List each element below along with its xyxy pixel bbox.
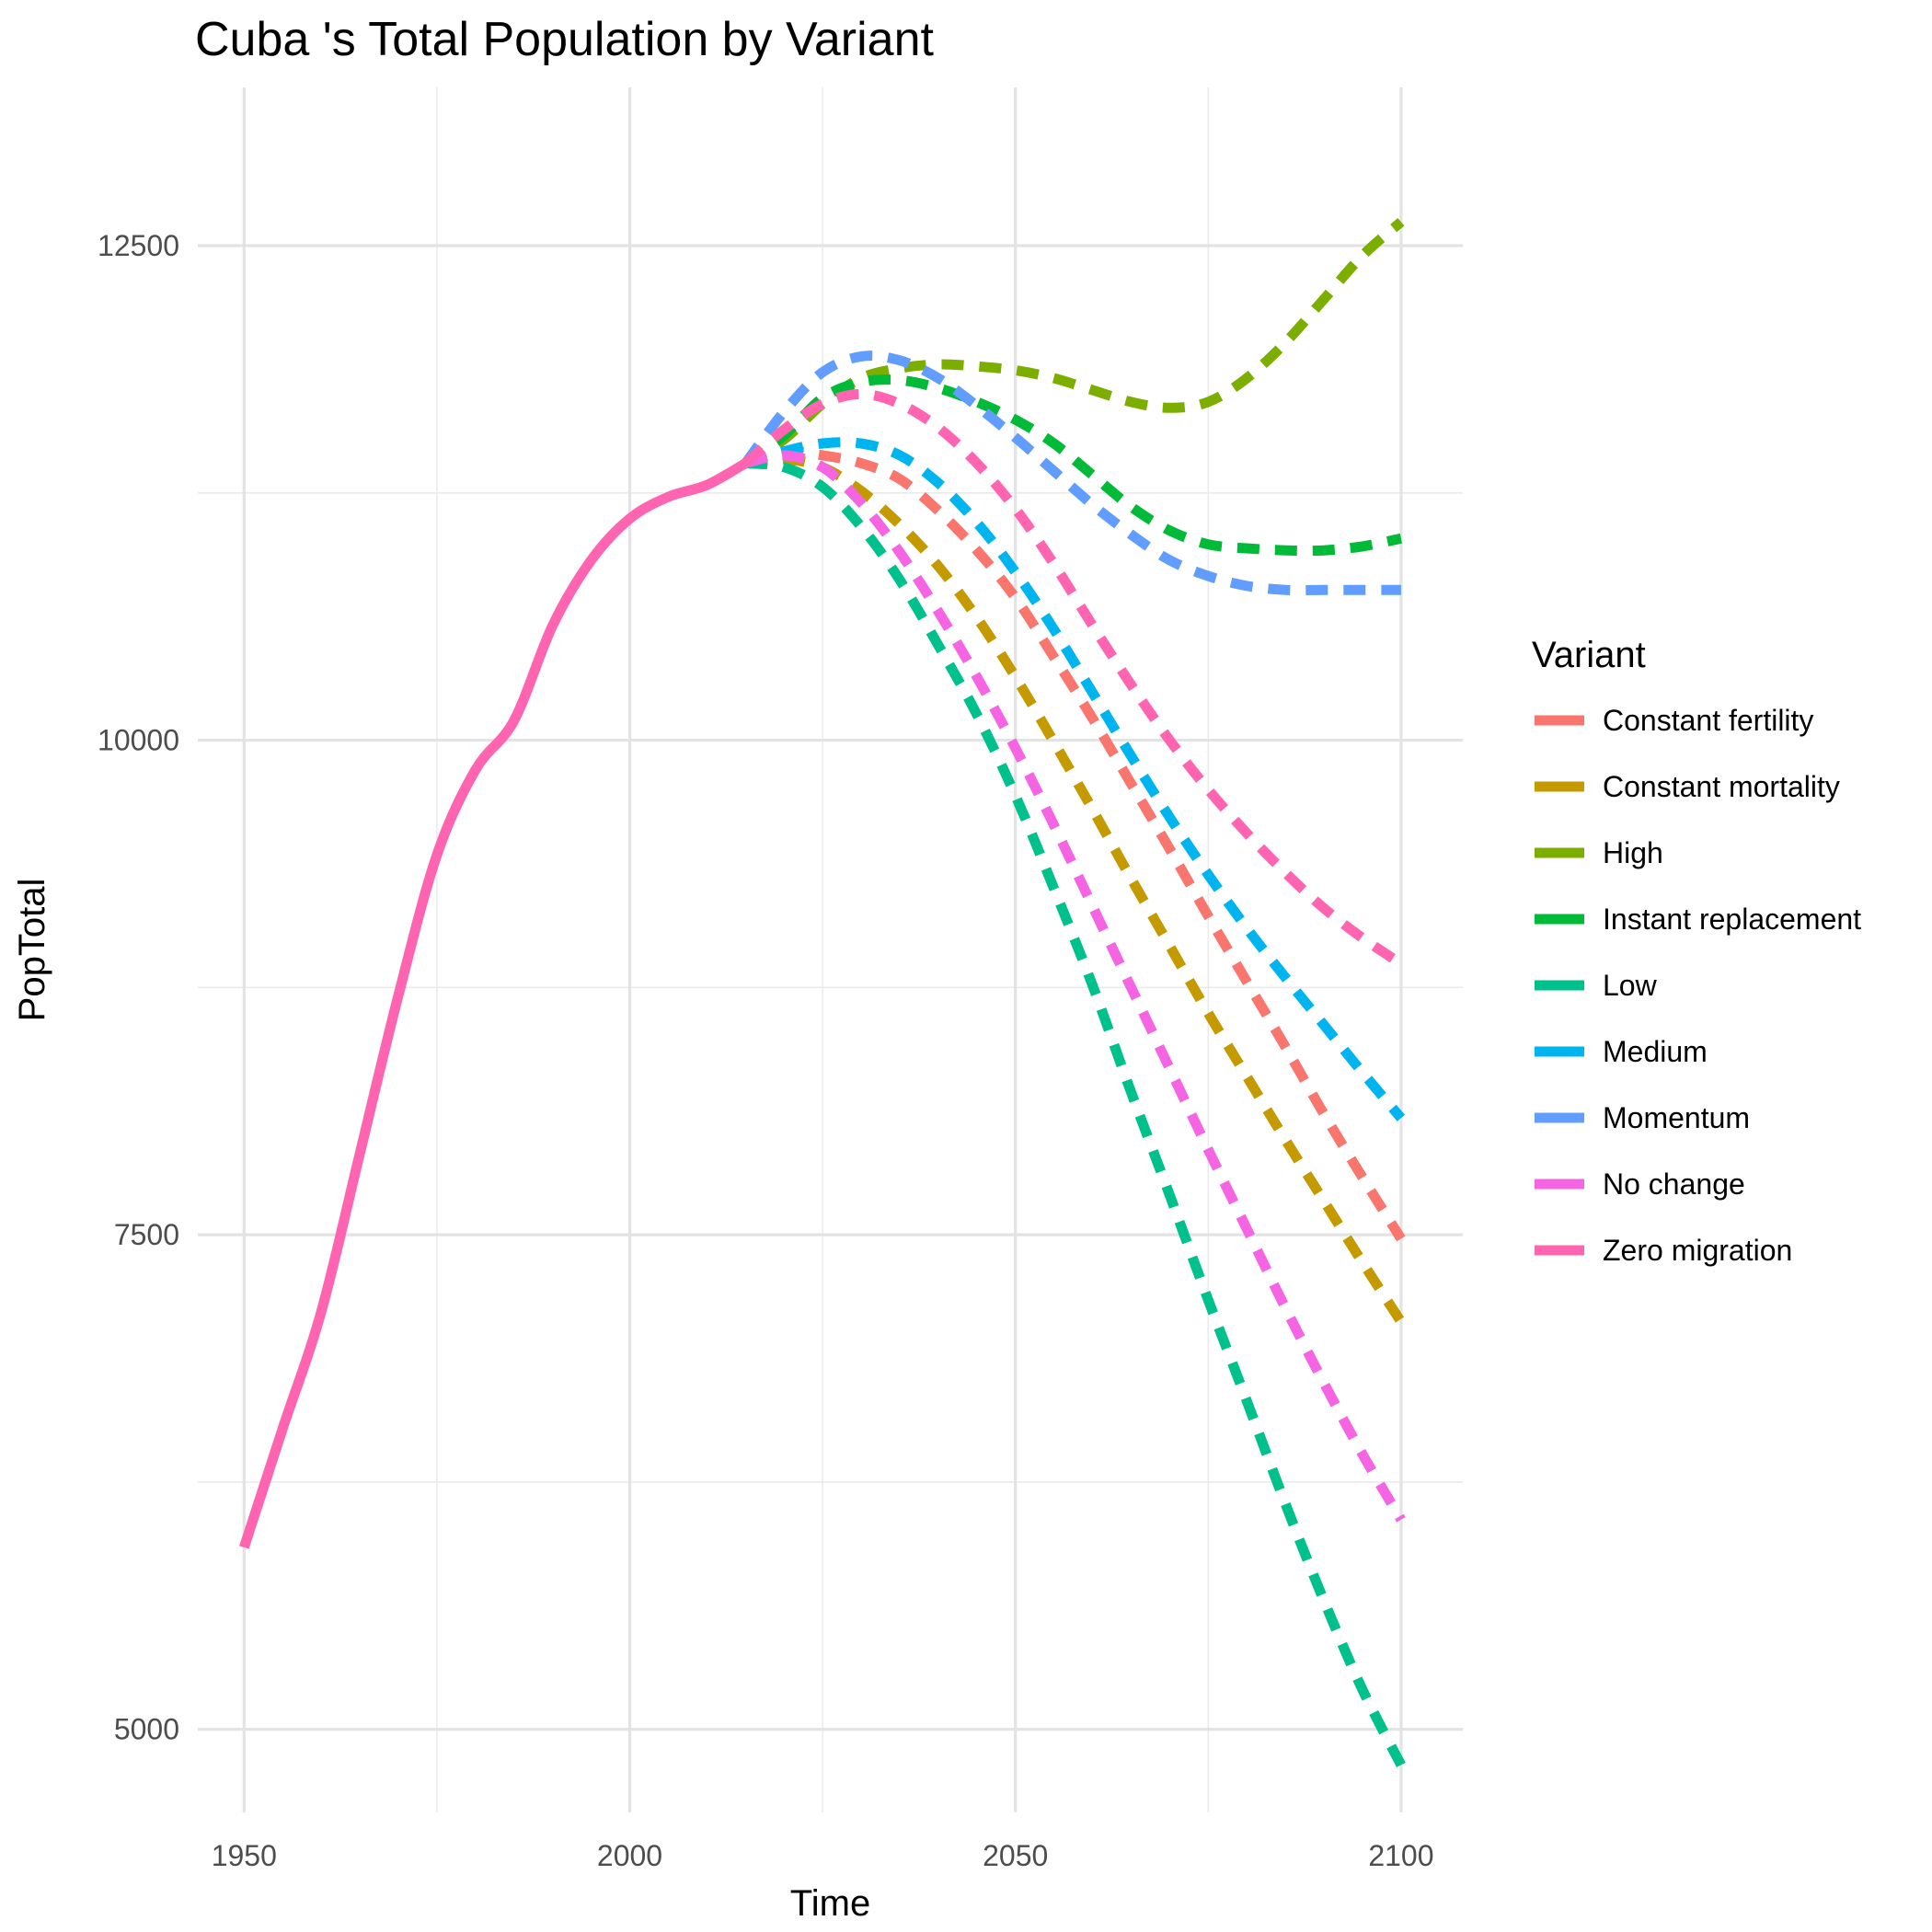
legend-items: Constant fertility Constant mortality High… — [1535, 704, 1861, 1267]
legend-item-high: High — [1535, 836, 1663, 869]
series-line-no-change — [743, 450, 1406, 1523]
legend-item-low: Low — [1535, 969, 1658, 1002]
series-layer — [239, 218, 1406, 1767]
y-tick-label: 7500 — [114, 1218, 179, 1251]
legend-label-zero-migration: Zero migration — [1603, 1234, 1792, 1267]
legend-title: Variant — [1532, 635, 1646, 675]
legend-label-instant-replacement: Instant replacement — [1603, 903, 1861, 936]
legend-item-constant-mortality: Constant mortality — [1535, 770, 1840, 803]
legend-item-instant-replacement: Instant replacement — [1535, 903, 1861, 936]
x-tick-label: 1950 — [212, 1839, 277, 1872]
legend-label-medium: Medium — [1603, 1035, 1708, 1068]
y-axis-ticks: 5000 7500 10000 12500 — [98, 229, 179, 1746]
x-axis-ticks: 1950 2000 2050 2100 — [212, 1839, 1434, 1872]
legend-label-high: High — [1603, 836, 1663, 869]
series-line-instant-replacement — [742, 374, 1403, 557]
series-line-history — [239, 458, 749, 1549]
legend-item-no-change: No change — [1535, 1167, 1745, 1201]
legend-item-zero-migration: Zero migration — [1535, 1234, 1792, 1267]
series-line-medium — [743, 437, 1406, 1121]
series-line-high — [742, 218, 1405, 468]
legend-label-momentum: Momentum — [1603, 1101, 1750, 1134]
legend-label-constant-mortality: Constant mortality — [1603, 770, 1840, 803]
series-line-constant-fertility — [743, 445, 1406, 1242]
legend: Variant Constant fertility Constant morta… — [1532, 635, 1861, 1267]
x-axis-title: Time — [790, 1883, 870, 1924]
series-line-constant-mortality — [744, 454, 1406, 1325]
series-line-momentum — [741, 351, 1401, 596]
legend-label-low: Low — [1603, 969, 1658, 1002]
x-tick-label: 2100 — [1368, 1839, 1433, 1872]
legend-label-no-change: No change — [1603, 1167, 1745, 1201]
y-axis-title: PopTotal — [12, 879, 52, 1022]
grid — [198, 87, 1463, 1812]
legend-item-medium: Medium — [1535, 1035, 1708, 1068]
x-tick-label: 2000 — [597, 1839, 662, 1872]
chart-title: Cuba 's Total Population by Variant — [195, 13, 935, 66]
series-line-low — [744, 458, 1406, 1767]
y-tick-label: 10000 — [98, 724, 179, 757]
y-tick-label: 12500 — [98, 229, 179, 262]
y-tick-label: 5000 — [114, 1713, 179, 1746]
legend-item-momentum: Momentum — [1535, 1101, 1750, 1134]
x-tick-label: 2050 — [983, 1839, 1048, 1872]
legend-item-constant-fertility: Constant fertility — [1535, 704, 1813, 737]
legend-label-constant-fertility: Constant fertility — [1603, 704, 1813, 737]
